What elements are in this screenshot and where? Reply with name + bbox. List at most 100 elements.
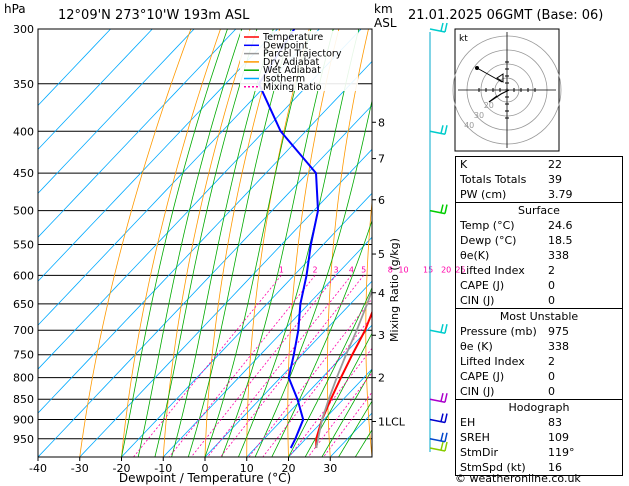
dry-adiabat-line bbox=[403, 29, 428, 457]
hodograph-value: 119° bbox=[548, 446, 575, 459]
wind-barb-staff bbox=[429, 329, 446, 334]
hodograph-row: StmDir 119° bbox=[456, 445, 622, 460]
isotherm-line bbox=[38, 29, 320, 326]
location-title: 12°09'N 273°10'W 193m ASL bbox=[58, 8, 250, 23]
pressure-tick-label: 500 bbox=[13, 205, 34, 218]
wet-adiabat-line bbox=[121, 29, 228, 457]
hodograph-table-title: Hodograph bbox=[456, 399, 622, 415]
wind-barb-flag bbox=[440, 204, 444, 213]
altitude-tick-label: 4 bbox=[378, 287, 385, 300]
index-value: 22 bbox=[548, 158, 562, 171]
isotherm-line bbox=[162, 236, 372, 457]
surface-row: θe(K) 338 bbox=[456, 248, 622, 263]
mixing-ratio-line bbox=[323, 391, 372, 457]
mixing-ratio-label: 2 bbox=[313, 265, 318, 274]
most-unstable-row: Lifted Index 2 bbox=[456, 354, 622, 369]
temperature-tick-label: 10 bbox=[240, 462, 254, 475]
surface-label: Lifted Index bbox=[460, 264, 525, 277]
surface-value: 0 bbox=[548, 294, 555, 307]
isotherm-line bbox=[38, 29, 237, 238]
wind-barb bbox=[429, 22, 448, 33]
wind-barb-flag bbox=[440, 125, 444, 134]
legend-entry: Parcel Trajectory bbox=[263, 49, 342, 60]
most-unstable-value: 0 bbox=[548, 370, 555, 383]
surface-label: Temp (°C) bbox=[460, 219, 515, 232]
mixing-ratio-line bbox=[248, 298, 372, 457]
datetime-title: 21.01.2025 06GMT (Base: 06) bbox=[408, 8, 604, 23]
wet-adiabat-line bbox=[238, 29, 360, 457]
wind-barb bbox=[429, 204, 448, 215]
temperature-tick-label: -40 bbox=[29, 462, 47, 475]
hodograph-value: 16 bbox=[548, 461, 562, 474]
pressure-tick-label: 600 bbox=[13, 269, 34, 282]
wind-barb-flag bbox=[444, 432, 448, 442]
mixing-ratio-label: 8 bbox=[388, 265, 393, 274]
wet-adiabat-line bbox=[304, 332, 372, 457]
temperature-tick-label: 0 bbox=[202, 462, 209, 475]
mixing-ratio-label: 4 bbox=[349, 265, 354, 274]
mixing-ratio-label: 5 bbox=[361, 265, 366, 274]
hodograph-label: SREH bbox=[460, 431, 490, 444]
mixing-ratio-line bbox=[207, 275, 352, 457]
pressure-tick-label: 900 bbox=[13, 414, 34, 427]
wind-barb-flag bbox=[444, 324, 448, 334]
isotherm-line bbox=[121, 192, 372, 457]
wind-barb-staff bbox=[429, 398, 446, 403]
temperature-tick-label: -20 bbox=[113, 462, 131, 475]
most-unstable-label: Pressure (mb) bbox=[460, 325, 537, 338]
wet-adiabat-line bbox=[288, 286, 372, 457]
isotherm-line bbox=[38, 29, 278, 282]
dry-adiabat-line bbox=[162, 29, 251, 457]
pressure-tick-label: 400 bbox=[13, 125, 34, 138]
hodograph-row: EH 83 bbox=[456, 415, 622, 430]
index-row: PW (cm) 3.79 bbox=[456, 187, 622, 202]
surface-value: 338 bbox=[548, 249, 569, 262]
wind-barb-flag bbox=[444, 22, 448, 33]
mixing-ratio-line bbox=[288, 347, 372, 457]
most-unstable-row: θe (K) 338 bbox=[456, 339, 622, 354]
temperature-tick-label: 30 bbox=[323, 462, 337, 475]
hodograph-label: EH bbox=[460, 416, 476, 429]
wind-barb-staff bbox=[429, 438, 446, 443]
pressure-tick-label: 700 bbox=[13, 324, 34, 337]
isotherm-line bbox=[38, 29, 153, 150]
legend-entry: Temperature bbox=[262, 32, 323, 43]
wind-barb-flag bbox=[440, 324, 444, 333]
mixing-ratio-label: 3 bbox=[333, 265, 338, 274]
surface-label: CAPE (J) bbox=[460, 279, 505, 292]
km-unit-label: km bbox=[374, 2, 393, 16]
wet-adiabat-line bbox=[321, 368, 372, 457]
wind-barb-flag bbox=[440, 441, 444, 451]
wind-barb-flag bbox=[444, 393, 448, 403]
surface-value: 0 bbox=[548, 279, 555, 292]
most-unstable-label: CAPE (J) bbox=[460, 370, 505, 383]
legend-entry: Isotherm bbox=[263, 74, 305, 85]
mixing-ratio-line bbox=[133, 275, 282, 457]
wind-barb bbox=[429, 413, 448, 424]
wind-barb-staff bbox=[429, 28, 446, 33]
surface-value: 24.6 bbox=[548, 219, 573, 232]
isotherm-line bbox=[38, 104, 372, 457]
wet-adiabat-line bbox=[204, 29, 312, 457]
wind-barb-flag bbox=[440, 22, 444, 32]
hodograph-unit-label: kt bbox=[459, 34, 468, 44]
index-row: K 22 bbox=[456, 157, 622, 172]
storm-motion-marker bbox=[496, 73, 504, 83]
mixing-ratio-line bbox=[190, 275, 337, 457]
asl-unit-label: ASL bbox=[374, 16, 397, 30]
surface-label: CIN (J) bbox=[460, 294, 495, 307]
pressure-tick-label: 850 bbox=[13, 393, 34, 406]
surface-value: 18.5 bbox=[548, 234, 573, 247]
dry-adiabat-line bbox=[365, 197, 372, 457]
pressure-tick-label: 450 bbox=[13, 167, 34, 180]
pressure-tick-label: 750 bbox=[13, 349, 34, 362]
hodograph-row: SREH 109 bbox=[456, 430, 622, 445]
wind-barb-flag bbox=[440, 413, 444, 422]
dry-adiabat-line bbox=[121, 29, 221, 457]
hodograph-row: StmSpd (kt) 16 bbox=[456, 460, 622, 475]
hodograph-ring-label: 20 bbox=[484, 101, 494, 110]
surface-label: θe(K) bbox=[460, 249, 490, 262]
altitude-tick-label: 8 bbox=[378, 116, 385, 129]
